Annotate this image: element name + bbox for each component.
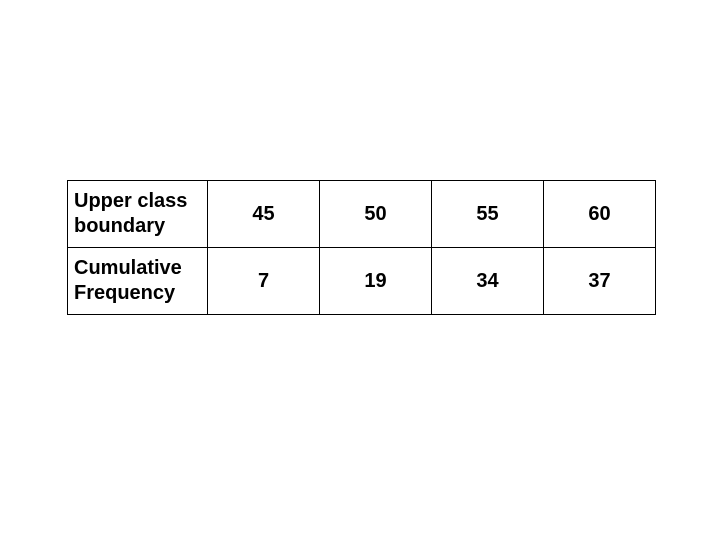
data-cell: 19 [320,248,432,315]
data-cell: 55 [432,181,544,248]
frequency-table: Upper class boundary 45 50 55 60 Cumulat… [67,180,656,315]
data-cell: 34 [432,248,544,315]
frequency-table-container: Upper class boundary 45 50 55 60 Cumulat… [67,180,656,315]
row-label: Cumulative Frequency [68,248,208,315]
data-cell: 7 [208,248,320,315]
data-cell: 37 [544,248,656,315]
data-cell: 60 [544,181,656,248]
table-row: Upper class boundary 45 50 55 60 [68,181,656,248]
row-label: Upper class boundary [68,181,208,248]
table-row: Cumulative Frequency 7 19 34 37 [68,248,656,315]
data-cell: 45 [208,181,320,248]
data-cell: 50 [320,181,432,248]
